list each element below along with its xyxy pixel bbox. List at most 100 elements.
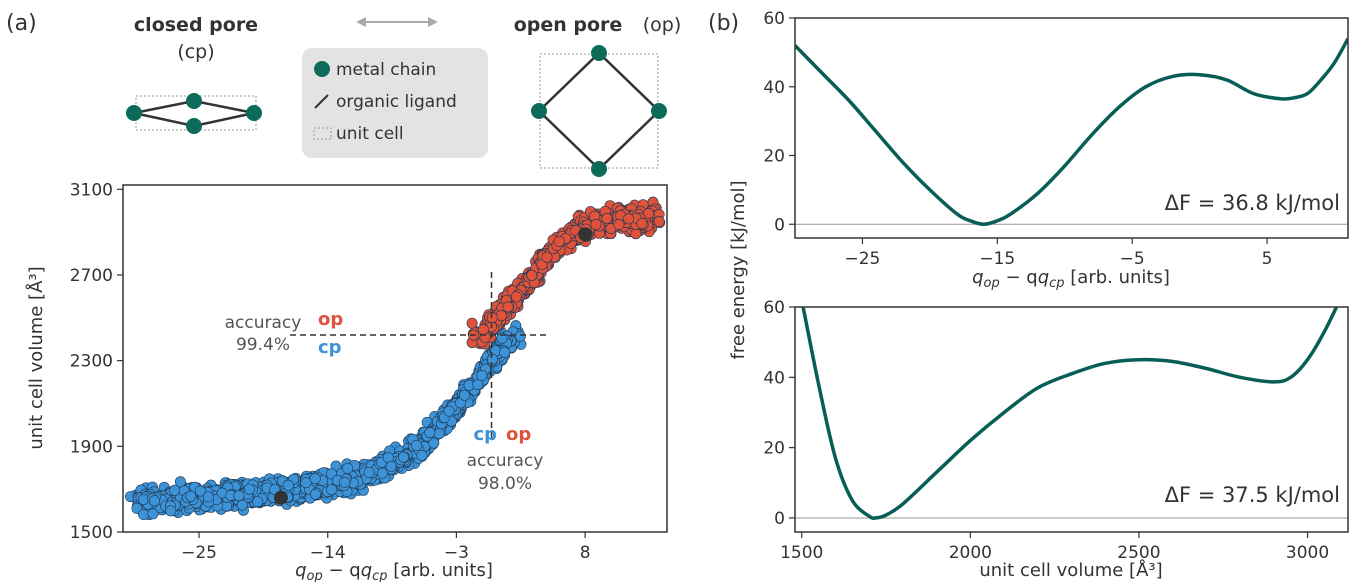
op-ligands xyxy=(537,51,661,171)
scatter-ticks: −25 −14 −3 8 1500 1900 2300 2700 3100 xyxy=(70,180,591,563)
scatter-point-op xyxy=(590,219,602,231)
scatter-point-op xyxy=(636,218,648,230)
x-q2: q xyxy=(361,560,372,581)
x-tick-label: −5 xyxy=(1120,249,1145,269)
y-tick-label: 2700 xyxy=(70,266,113,286)
scatter-frame xyxy=(122,184,668,533)
x-tick-label: 8 xyxy=(580,543,591,563)
accuracy-left-label: accuracy xyxy=(225,313,302,333)
scatter-point-op xyxy=(541,251,553,263)
scatter-point-cp xyxy=(514,330,526,342)
scatter-point-op xyxy=(553,236,565,248)
scatter-point-op xyxy=(495,310,507,322)
scatter-point-cp xyxy=(397,451,409,463)
delta-f-annotation-1: ΔF = 36.8 kJ/mol xyxy=(1165,191,1340,215)
scatter-point-op xyxy=(623,213,635,225)
open-pore-title: open pore xyxy=(514,14,623,36)
y-tick-label: 60 xyxy=(763,298,785,318)
scatter-point-cp xyxy=(385,460,397,472)
cp-metal-node xyxy=(246,105,262,121)
free-energy-volume-chart: 1500 2000 2500 3000 0 20 40 60 ΔF = 37.5 kJ/mol… xyxy=(763,298,1349,581)
scatter-point-cp xyxy=(185,490,197,502)
scatter-point-op xyxy=(466,317,478,329)
scatter-point-cp xyxy=(138,508,150,520)
closed-pore-title: closed pore xyxy=(134,14,258,36)
closed-pore-schematic xyxy=(126,93,262,134)
scatter-point-op xyxy=(653,216,665,228)
y-tick-label: 0 xyxy=(774,215,785,235)
y-tick-label: 20 xyxy=(763,147,785,167)
scatter-point-cp xyxy=(443,405,455,417)
scatter-point-cp xyxy=(137,493,149,505)
x-tail: [arb. units] xyxy=(388,560,493,581)
scatter-point-cp xyxy=(194,485,206,497)
fe2-x-axis-label: unit cell volume [Å³] xyxy=(979,559,1162,581)
x-tick-label: −25 xyxy=(844,249,880,269)
fe1-frame xyxy=(794,17,1349,239)
y-tick-label: 3100 xyxy=(70,180,113,200)
scatter-point-cp xyxy=(309,488,321,500)
scatter-point-op xyxy=(510,291,522,303)
free-energy-curve-volume xyxy=(801,307,1339,520)
scatter-point-op xyxy=(601,213,613,225)
cp-metal-node xyxy=(126,105,142,121)
delta-f-annotation-2: ΔF = 37.5 kJ/mol xyxy=(1165,483,1340,507)
scatter-point-cp xyxy=(476,369,488,381)
minimum-marker xyxy=(578,227,593,242)
scatter-point-cp xyxy=(309,473,321,485)
accuracy-right-op: op xyxy=(506,424,531,445)
ligand-marker xyxy=(314,94,329,109)
x-sub2: cp xyxy=(372,569,387,582)
scatter-point-cp xyxy=(236,499,248,511)
scatter-x-axis-label: qop − qqcp [arb. units] xyxy=(295,560,493,582)
threshold-lines xyxy=(290,272,548,440)
free-energy-curve-q xyxy=(795,37,1348,227)
scatter-point-op xyxy=(613,219,625,231)
op-metal-node xyxy=(651,103,667,119)
cp-metal-node xyxy=(186,118,202,134)
scatter-point-cp xyxy=(174,476,186,488)
open-pore-abbr: (op) xyxy=(643,14,682,36)
scatter-point-cp xyxy=(233,490,245,502)
x-tick-label: 2000 xyxy=(949,543,992,563)
x-tick-label: −14 xyxy=(310,543,346,563)
metal-chain-marker xyxy=(314,61,330,77)
scatter-point-cp xyxy=(243,483,255,495)
scatter-point-cp xyxy=(363,466,375,478)
fe2-ticks: 1500 2000 2500 3000 0 20 40 60 xyxy=(763,298,1329,563)
scatter-point-cp xyxy=(339,476,351,488)
scatter-point-cp xyxy=(202,491,214,503)
scatter-point-cp xyxy=(499,346,511,358)
scatter-point-cp xyxy=(300,477,312,489)
minimum-marker xyxy=(273,490,288,505)
scatter-point-cp xyxy=(424,427,436,439)
x-q1: q xyxy=(295,560,306,581)
scatter-point-cp xyxy=(326,484,338,496)
x-tick-label: −15 xyxy=(979,249,1015,269)
x-tick-label: −3 xyxy=(444,543,469,563)
scatter-point-cp xyxy=(147,508,159,520)
open-pore-schematic xyxy=(531,45,667,177)
legend-box xyxy=(302,48,488,158)
legend-metal-chain: metal chain xyxy=(336,60,436,80)
scatter-point-cp xyxy=(486,353,498,365)
double-arrow xyxy=(356,17,438,27)
x-mid: − q xyxy=(323,560,361,581)
x-tick-label: 1500 xyxy=(780,543,823,563)
scatter-point-cp xyxy=(433,428,445,440)
scatter-point-cp xyxy=(411,439,423,451)
cp-metal-node xyxy=(186,93,202,109)
scatter-point-op xyxy=(630,228,642,240)
scatter-point-cp xyxy=(282,479,294,491)
y-tick-label: 40 xyxy=(763,368,785,388)
scatter-point-cp xyxy=(459,389,471,401)
y-tick-label: 0 xyxy=(774,509,785,529)
scatter-point-cp xyxy=(252,496,264,508)
y-tick-label: 20 xyxy=(763,439,785,459)
x-tick-label: 5 xyxy=(1262,249,1273,269)
y-tick-label: 40 xyxy=(763,78,785,98)
accuracy-right-cp: cp xyxy=(473,424,497,445)
scatter-point-cp xyxy=(428,437,440,449)
scatter-point-cp xyxy=(165,505,177,517)
